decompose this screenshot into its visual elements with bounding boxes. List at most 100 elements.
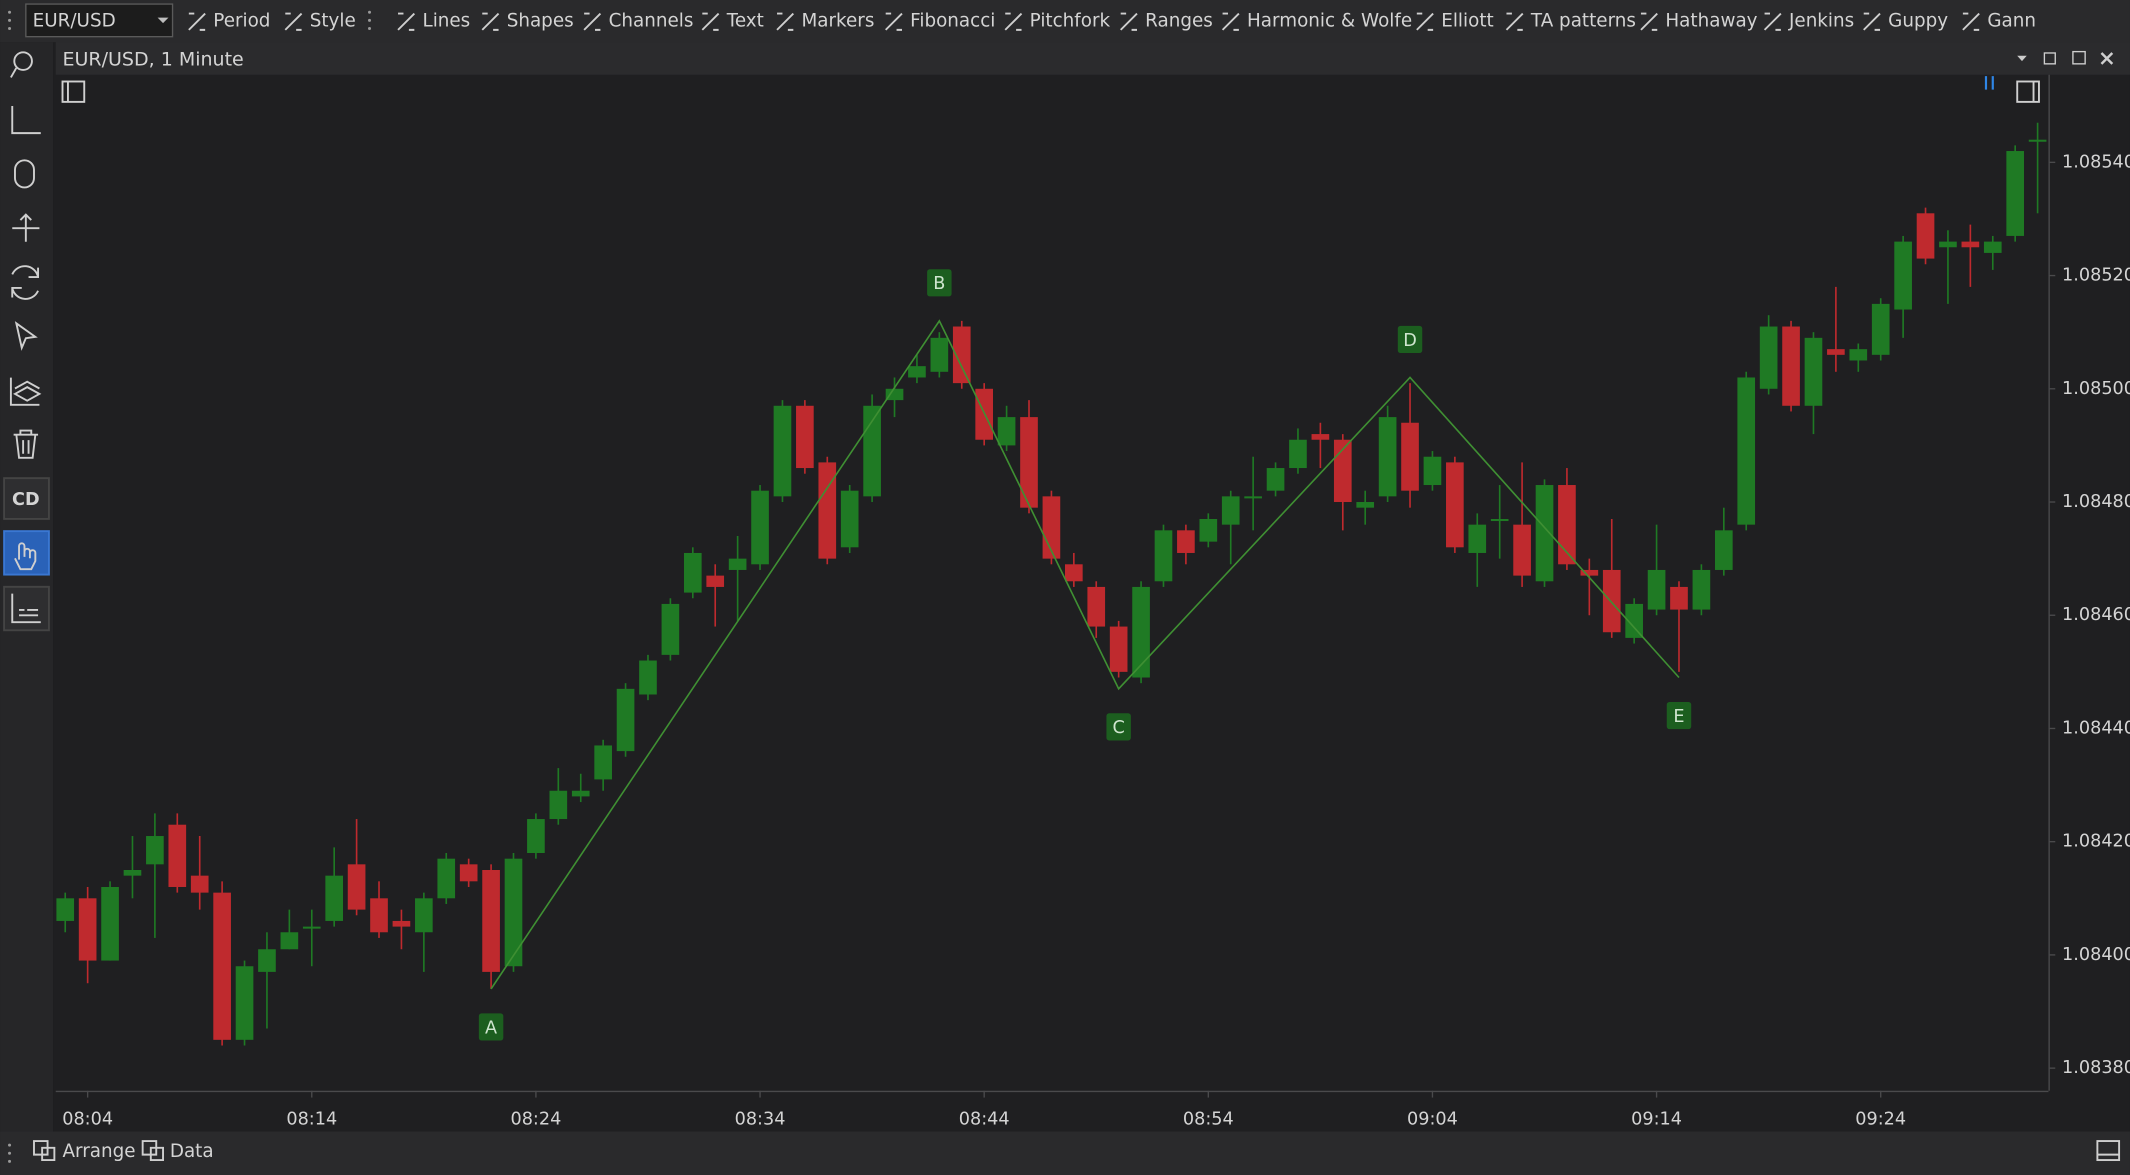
toolbar-icon[interactable] — [701, 12, 720, 31]
arrange-icon[interactable] — [33, 1140, 56, 1162]
x-tick-label: 08:24 — [510, 1109, 561, 1129]
pattern-label: D — [1403, 331, 1417, 351]
y-tick-label: 1.08460 — [2062, 605, 2130, 625]
toolbar — [0, 0, 2130, 43]
layout-icon[interactable] — [2096, 1140, 2121, 1162]
y-tick-label: 1.08480 — [2062, 492, 2130, 512]
cd-label[interactable]: CD — [12, 490, 40, 510]
toolbar-item[interactable]: Harmonic & Wolfe — [1247, 11, 1412, 32]
toolbar-icon[interactable] — [1640, 12, 1658, 31]
maximize-button[interactable] — [2072, 50, 2086, 65]
candle-body — [1983, 241, 2002, 253]
mouse-icon[interactable] — [14, 159, 35, 189]
candle-body — [370, 898, 388, 933]
toolbar-item[interactable]: Ranges — [1145, 11, 1213, 32]
data-icon[interactable] — [141, 1140, 164, 1162]
symbol[interactable]: EUR/USD — [33, 11, 116, 32]
panel-left-icon[interactable] — [61, 80, 86, 103]
toolbar-icon[interactable] — [1763, 12, 1782, 31]
pattern-label-box — [1666, 701, 1692, 730]
candle-body — [213, 892, 231, 1040]
panel-right-icon[interactable] — [2016, 80, 2040, 103]
candle-body — [1490, 519, 1509, 522]
toolbar-icon[interactable] — [1416, 12, 1434, 31]
cursor-icon[interactable] — [14, 321, 38, 351]
candle-body — [728, 558, 747, 570]
toolbar-item[interactable]: Elliott — [1441, 11, 1493, 32]
toolbar-icon[interactable] — [284, 12, 303, 31]
window-titlebar — [55, 42, 2130, 75]
toolbar-item[interactable]: Period — [213, 11, 270, 32]
toolbar-icon[interactable] — [583, 12, 602, 31]
toolbar-item[interactable]: TA patterns — [1530, 11, 1636, 32]
candle-body — [1065, 564, 1083, 582]
candle-body — [1132, 586, 1150, 678]
toolbar-icon[interactable] — [885, 12, 903, 31]
candle-body — [1602, 569, 1621, 633]
touch-button[interactable] — [3, 530, 50, 576]
pattern-label-box — [927, 269, 952, 297]
toolbar-item[interactable]: Lines — [422, 11, 470, 32]
toolbar-icon[interactable] — [1004, 12, 1023, 31]
footer-item[interactable]: Arrange — [63, 1141, 136, 1162]
y-tick-label: 1.08400 — [2062, 945, 2130, 965]
search-icon[interactable] — [13, 51, 33, 71]
footer-item[interactable]: Data — [170, 1141, 214, 1162]
scale-button[interactable] — [3, 585, 50, 632]
candle-body — [1782, 326, 1800, 406]
menu-button[interactable] — [2017, 55, 2027, 62]
candle-body — [1333, 439, 1352, 503]
toolbar-icon[interactable] — [776, 12, 794, 31]
pattern-label: E — [1673, 707, 1684, 727]
toolbar-icon[interactable] — [1120, 12, 1138, 31]
toolbar-item[interactable]: Hathaway — [1665, 11, 1757, 32]
symbol-select[interactable] — [25, 3, 174, 38]
pause-icon[interactable] — [1984, 76, 1994, 90]
toolbar-item[interactable]: Fibonacci — [910, 11, 995, 32]
candle-body — [773, 405, 792, 497]
candle-body — [796, 405, 814, 469]
toolbar-item[interactable]: Gann — [1987, 11, 2036, 32]
y-tick-label: 1.08420 — [2062, 832, 2130, 852]
toolbar-item[interactable]: Pitchfork — [1030, 11, 1111, 32]
footer — [0, 1131, 2130, 1175]
toolbar-icon[interactable] — [1863, 12, 1881, 31]
detach-button[interactable] — [2043, 52, 2056, 65]
trash-icon[interactable] — [13, 429, 39, 459]
candle-body — [1109, 626, 1128, 672]
ruler-icon[interactable] — [11, 105, 41, 135]
toolbar-icon[interactable] — [1221, 12, 1240, 31]
layers-icon[interactable] — [9, 377, 42, 406]
candle-body — [1513, 524, 1531, 576]
toolbar-icon[interactable] — [1962, 12, 1980, 31]
pan-icon[interactable] — [12, 213, 40, 242]
refresh-icon[interactable] — [11, 265, 40, 300]
toolbar-item[interactable]: Markers — [801, 11, 874, 32]
candle-body — [101, 886, 119, 961]
cd-button[interactable] — [3, 477, 50, 520]
candle-body — [235, 966, 254, 1040]
toolbar-icon[interactable] — [397, 12, 416, 31]
pattern-label-box — [1397, 325, 1423, 354]
toolbar-item[interactable]: Text — [726, 11, 764, 32]
candle-body — [146, 836, 164, 865]
candle-body — [1468, 524, 1487, 553]
toolbar-icon[interactable] — [188, 12, 206, 31]
toolbar-item[interactable]: Guppy — [1888, 11, 1948, 32]
plot: 1.08380 1.08400 1.08420 1.08440 1.08460 1.084… — [56, 122, 2130, 1129]
candle-body — [1401, 422, 1419, 491]
x-tick-label: 08:04 — [62, 1109, 113, 1129]
toolbar-icon[interactable] — [1505, 12, 1524, 31]
candle-body — [683, 552, 702, 593]
toolbar-item[interactable]: Style — [310, 11, 356, 32]
candle-body — [1692, 569, 1711, 610]
toolbar-item[interactable]: Shapes — [507, 11, 574, 32]
close-button[interactable] — [2100, 52, 2114, 65]
toolbar-icon[interactable] — [481, 12, 500, 31]
x-tick-label: 08:54 — [1183, 1109, 1234, 1129]
toolbar-item[interactable]: Jenkins — [1788, 11, 1854, 32]
candle-body — [56, 898, 75, 921]
candle-body — [1849, 349, 1868, 361]
toolbar-item[interactable]: Channels — [609, 11, 694, 32]
